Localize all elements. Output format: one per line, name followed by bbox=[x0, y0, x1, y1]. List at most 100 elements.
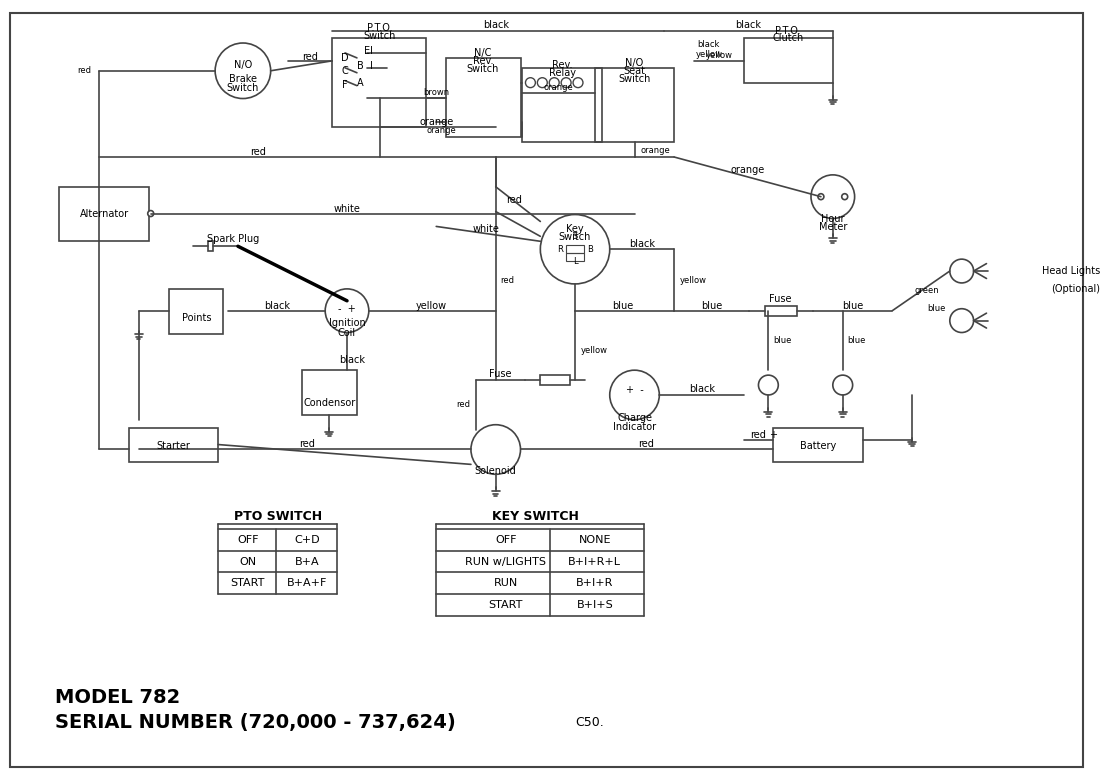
Text: OFF: OFF bbox=[237, 535, 259, 545]
Text: Rev.: Rev. bbox=[473, 56, 493, 66]
Text: Condensor: Condensor bbox=[303, 398, 355, 408]
Circle shape bbox=[215, 43, 271, 99]
Text: blue: blue bbox=[701, 301, 723, 311]
Text: ON: ON bbox=[239, 557, 257, 567]
Text: yellow: yellow bbox=[680, 276, 707, 286]
Text: P.T.O.: P.T.O. bbox=[776, 26, 801, 36]
Text: orange: orange bbox=[640, 146, 670, 154]
Text: black: black bbox=[264, 301, 291, 311]
Text: D: D bbox=[342, 53, 349, 63]
Bar bbox=[302, 370, 357, 415]
Text: Battery: Battery bbox=[800, 441, 836, 450]
Bar bbox=[765, 305, 797, 316]
Text: E: E bbox=[364, 46, 370, 56]
Text: red: red bbox=[506, 195, 521, 204]
Text: B+I+R: B+I+R bbox=[576, 579, 614, 588]
Text: +: + bbox=[769, 430, 777, 439]
Text: green: green bbox=[915, 287, 939, 295]
Text: Solenoid: Solenoid bbox=[475, 467, 517, 476]
Bar bbox=[595, 68, 674, 143]
Text: red: red bbox=[77, 67, 91, 75]
Text: blue: blue bbox=[928, 305, 947, 313]
Text: Key: Key bbox=[566, 225, 584, 234]
Bar bbox=[774, 428, 863, 463]
Text: Switch: Switch bbox=[227, 83, 259, 92]
Text: black: black bbox=[698, 41, 720, 49]
Text: yellow: yellow bbox=[415, 301, 446, 311]
Text: red: red bbox=[500, 276, 515, 286]
Text: RUN: RUN bbox=[494, 579, 518, 588]
Circle shape bbox=[811, 175, 855, 218]
Circle shape bbox=[842, 193, 847, 200]
Circle shape bbox=[325, 289, 369, 333]
Circle shape bbox=[818, 193, 824, 200]
Text: yellow: yellow bbox=[705, 52, 733, 60]
Bar bbox=[446, 58, 520, 137]
Circle shape bbox=[538, 78, 548, 88]
Bar bbox=[208, 241, 213, 251]
Text: B: B bbox=[357, 61, 364, 70]
Circle shape bbox=[950, 309, 973, 333]
Text: black: black bbox=[483, 20, 509, 31]
Text: N/C: N/C bbox=[474, 48, 491, 58]
Text: black: black bbox=[629, 240, 656, 249]
Text: B+A: B+A bbox=[295, 557, 320, 567]
Text: L: L bbox=[573, 257, 577, 265]
Bar bbox=[332, 38, 426, 128]
Text: Fuse: Fuse bbox=[489, 369, 512, 379]
Text: black: black bbox=[339, 355, 365, 366]
Text: Switch: Switch bbox=[466, 63, 499, 74]
Text: C50.: C50. bbox=[575, 716, 604, 729]
Text: Spark Plug: Spark Plug bbox=[207, 234, 259, 244]
Bar bbox=[169, 289, 223, 334]
Text: B: B bbox=[587, 245, 593, 254]
Bar bbox=[566, 253, 584, 261]
Text: white: white bbox=[334, 204, 360, 214]
Text: Seat: Seat bbox=[624, 66, 646, 76]
Text: N/O: N/O bbox=[234, 60, 252, 70]
Text: orange: orange bbox=[426, 126, 456, 135]
Circle shape bbox=[526, 78, 536, 88]
Text: Switch: Switch bbox=[364, 31, 396, 41]
Text: red: red bbox=[638, 438, 655, 449]
Text: PTO SWITCH: PTO SWITCH bbox=[234, 511, 322, 523]
Text: F: F bbox=[343, 80, 348, 89]
Text: Meter: Meter bbox=[819, 222, 847, 233]
Text: Brake: Brake bbox=[229, 74, 257, 84]
Text: B+I+R+L: B+I+R+L bbox=[569, 557, 622, 567]
Text: R: R bbox=[558, 245, 563, 254]
Circle shape bbox=[561, 78, 571, 88]
Text: orange: orange bbox=[419, 117, 453, 128]
Text: Switch: Switch bbox=[618, 74, 650, 84]
Text: Points: Points bbox=[182, 312, 212, 323]
Text: -  +: - + bbox=[338, 304, 356, 314]
Text: Indicator: Indicator bbox=[613, 422, 656, 431]
Text: Switch: Switch bbox=[559, 233, 592, 242]
Text: I: I bbox=[370, 46, 374, 56]
Circle shape bbox=[950, 259, 973, 283]
Text: B+I+S: B+I+S bbox=[576, 600, 613, 610]
Text: blue: blue bbox=[774, 336, 791, 345]
Text: Ignition: Ignition bbox=[328, 318, 366, 327]
Text: yellow: yellow bbox=[581, 346, 608, 355]
Text: orange: orange bbox=[731, 165, 765, 175]
Circle shape bbox=[758, 375, 778, 395]
Text: red: red bbox=[750, 430, 766, 439]
Text: Relay: Relay bbox=[549, 68, 575, 78]
Text: black: black bbox=[689, 384, 715, 394]
Text: white: white bbox=[473, 225, 499, 234]
Text: Coil: Coil bbox=[338, 327, 356, 337]
Text: SERIAL NUMBER (720,000 - 737,624): SERIAL NUMBER (720,000 - 737,624) bbox=[54, 713, 455, 731]
Text: MODEL 782: MODEL 782 bbox=[54, 687, 180, 707]
Text: Head Lights: Head Lights bbox=[1041, 266, 1100, 276]
Text: B+A+F: B+A+F bbox=[288, 579, 327, 588]
Circle shape bbox=[573, 78, 583, 88]
Text: START: START bbox=[488, 600, 522, 610]
Text: Charge: Charge bbox=[617, 413, 652, 423]
Text: red: red bbox=[302, 52, 318, 62]
Bar bbox=[522, 68, 602, 143]
Circle shape bbox=[549, 78, 559, 88]
Text: +  -: + - bbox=[626, 385, 644, 395]
Text: red: red bbox=[300, 438, 315, 449]
Bar bbox=[744, 38, 833, 83]
